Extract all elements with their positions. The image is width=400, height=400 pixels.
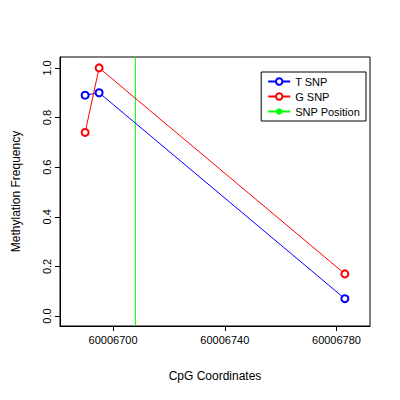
- svg-text:Methylation Frequency: Methylation Frequency: [9, 131, 23, 252]
- svg-text:0.8: 0.8: [41, 110, 53, 125]
- svg-text:60006780: 60006780: [312, 334, 361, 346]
- svg-text:60006740: 60006740: [200, 334, 249, 346]
- svg-text:1.0: 1.0: [41, 60, 53, 75]
- svg-text:SNP Position: SNP Position: [295, 106, 360, 118]
- svg-text:CpG Coordinates: CpG Coordinates: [169, 369, 262, 383]
- svg-text:G SNP: G SNP: [295, 91, 329, 103]
- svg-text:60006700: 60006700: [89, 334, 138, 346]
- svg-text:T SNP: T SNP: [295, 76, 327, 88]
- svg-text:0.2: 0.2: [41, 259, 53, 274]
- svg-text:0.6: 0.6: [41, 160, 53, 175]
- svg-text:0.4: 0.4: [41, 209, 53, 224]
- svg-text:0.0: 0.0: [41, 308, 53, 323]
